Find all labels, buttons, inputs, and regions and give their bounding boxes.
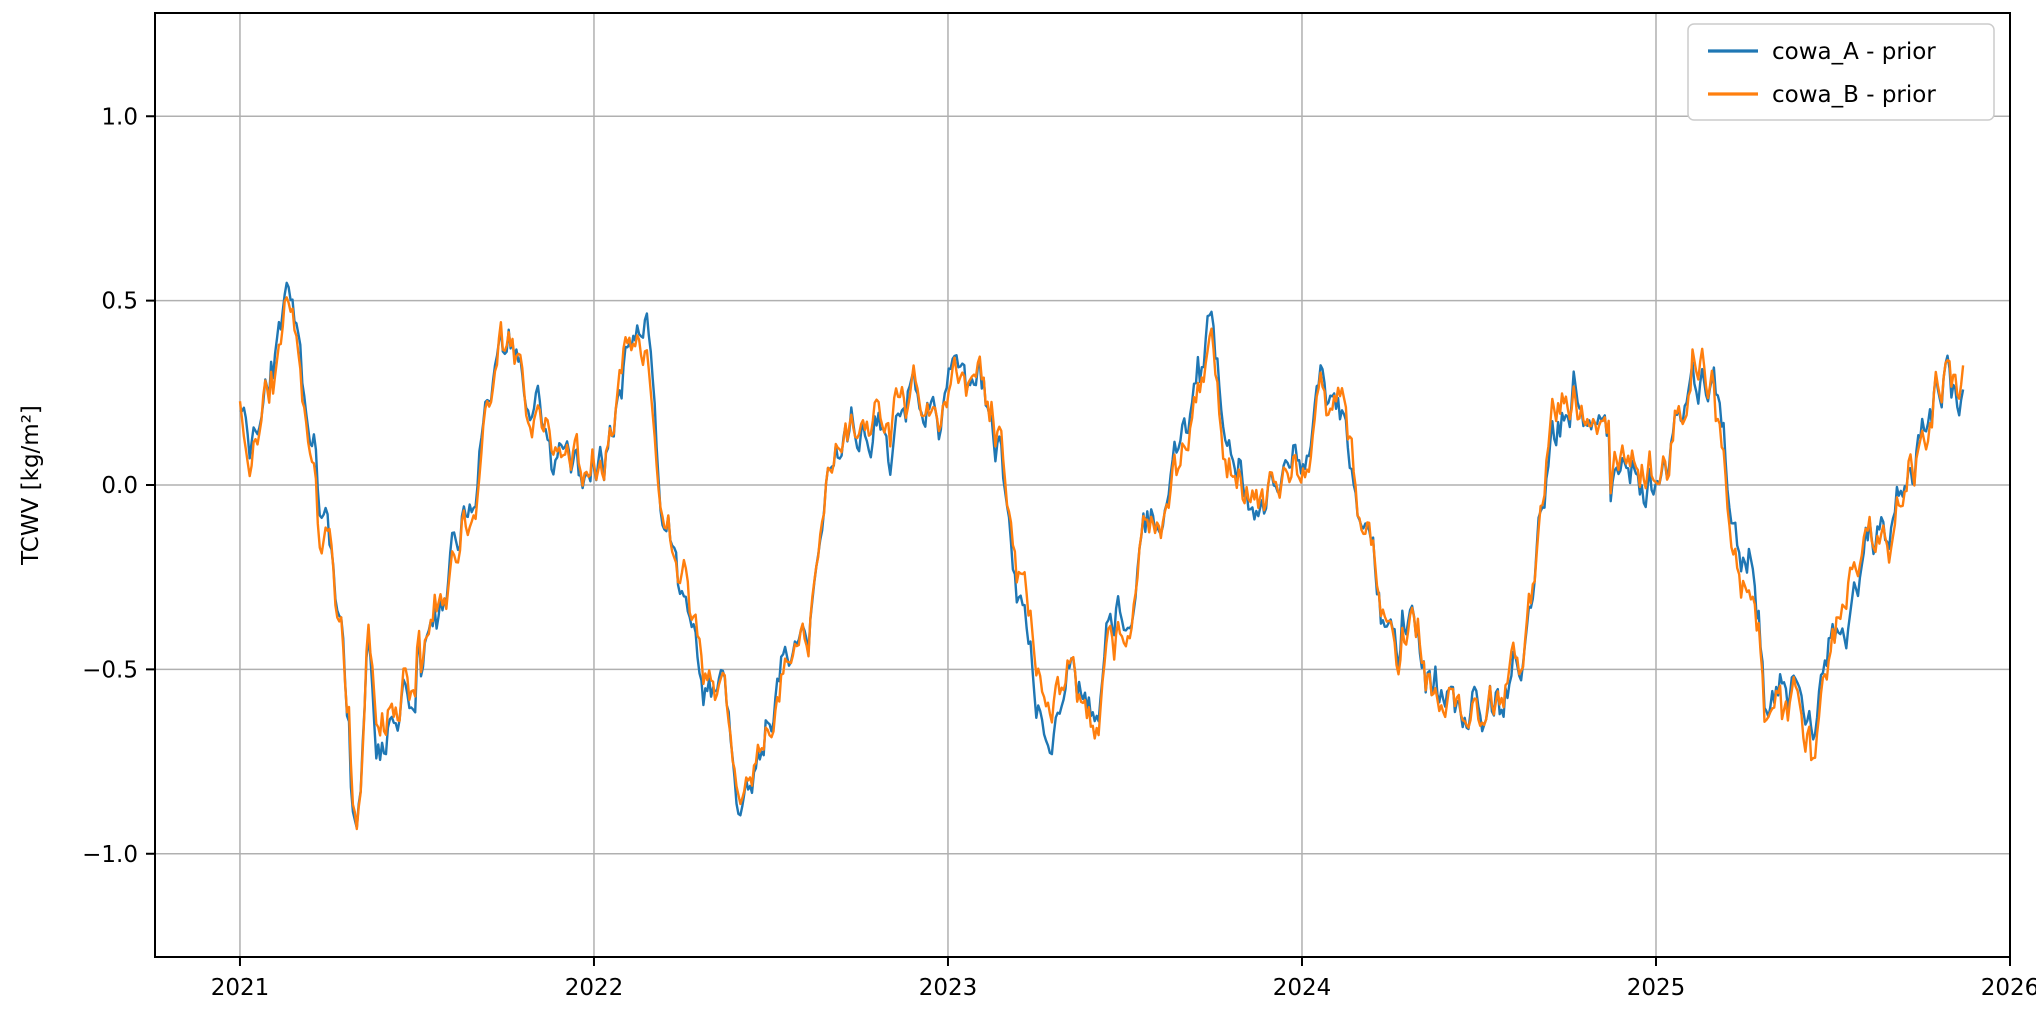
y-tick-label: −1.0 [82, 842, 138, 868]
y-tick-label: 0.5 [101, 289, 138, 315]
y-axis-label: TCWV [kg/m²] [18, 405, 44, 566]
series-line-cowa-b [238, 296, 1965, 831]
x-tick-label: 2023 [919, 975, 978, 1001]
x-tick-label: 2022 [565, 975, 624, 1001]
legend-box [1687, 23, 1995, 121]
legend-label-cowa-a: cowa_A - prior [1772, 39, 1936, 65]
y-tick-label: 1.0 [101, 104, 138, 130]
x-tick-label: 2024 [1273, 975, 1332, 1001]
y-tick-label: 0.0 [101, 473, 138, 499]
x-tick-label: 2021 [211, 975, 270, 1001]
x-tick-label: 2025 [1627, 975, 1686, 1001]
legend-label-cowa-b: cowa_B - prior [1772, 82, 1936, 108]
x-tick-label: 2026 [1981, 975, 2036, 1001]
y-tick-label: −0.5 [82, 657, 138, 683]
